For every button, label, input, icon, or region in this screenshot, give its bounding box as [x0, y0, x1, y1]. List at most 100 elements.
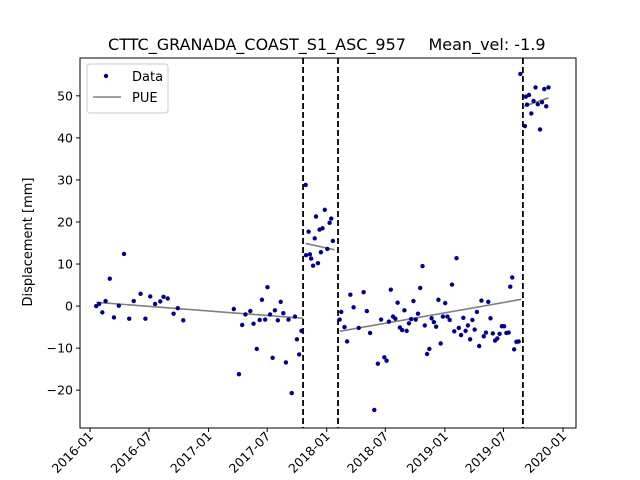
- y-tick-label: −20: [47, 383, 73, 398]
- data-point: [272, 308, 278, 313]
- data-point: [175, 305, 180, 311]
- data-point: [456, 325, 461, 331]
- data-point: [236, 371, 242, 377]
- data-point: [351, 305, 356, 310]
- data-point: [440, 314, 446, 319]
- data-point: [281, 311, 286, 316]
- data-point: [270, 355, 275, 360]
- data-point: [415, 311, 421, 316]
- x-axis: 2016-01 2016-07 2017-01 2017-07 2018-01 2018-…: [49, 428, 570, 477]
- data-point: [436, 297, 441, 302]
- data-point: [342, 324, 347, 330]
- data-point: [329, 216, 334, 221]
- data-point: [483, 330, 489, 335]
- data-point: [143, 316, 148, 321]
- data-point: [529, 111, 534, 116]
- y-tick-label: −10: [47, 341, 73, 356]
- data-point: [544, 104, 549, 109]
- x-tick-label: 2020-01: [522, 429, 570, 477]
- data-point: [413, 317, 418, 322]
- data-point: [158, 299, 163, 304]
- data-point: [433, 324, 439, 329]
- chart-mean-velocity: Mean_vel: -1.9: [428, 35, 545, 55]
- data-point: [535, 102, 540, 107]
- data-point: [372, 407, 377, 413]
- data-point: [497, 331, 502, 337]
- data-point: [306, 229, 311, 234]
- pue-segment-0: [96, 301, 304, 320]
- y-tick-label: 40: [57, 130, 73, 145]
- pue-segment-2: [339, 298, 522, 333]
- data-point: [348, 292, 353, 297]
- data-point: [472, 327, 477, 332]
- data-point: [259, 297, 265, 302]
- data-point: [322, 207, 327, 212]
- data-point: [511, 347, 517, 352]
- data-point: [307, 252, 313, 257]
- data-point: [275, 318, 281, 323]
- x-tick-label: 2019-07: [462, 429, 510, 477]
- data-point: [424, 351, 430, 357]
- x-tick-label: 2018-07: [344, 429, 392, 477]
- data-point: [299, 328, 304, 334]
- data-point: [361, 289, 366, 295]
- data-point: [388, 287, 394, 292]
- data-point: [454, 255, 459, 261]
- data-point: [375, 361, 381, 366]
- data-point: [121, 251, 127, 257]
- data-point: [303, 252, 309, 258]
- data-point: [470, 317, 475, 323]
- data-point: [461, 315, 466, 321]
- data-point: [409, 316, 414, 322]
- data-point: [479, 298, 484, 303]
- data-point: [327, 220, 332, 226]
- data-point: [308, 256, 314, 261]
- data-point: [411, 298, 416, 304]
- y-tick-label: 50: [57, 88, 73, 103]
- data-point: [458, 332, 464, 338]
- data-point: [364, 308, 370, 314]
- y-axis-label: Displacement [mm]: [21, 178, 36, 307]
- data-point: [248, 308, 253, 314]
- data-point: [257, 317, 262, 323]
- data-point: [427, 346, 432, 352]
- data-point: [404, 328, 409, 334]
- data-point: [508, 284, 513, 289]
- x-tick-label: 2017-07: [226, 429, 274, 477]
- y-tick-label: 20: [57, 214, 73, 229]
- data-point: [107, 276, 112, 281]
- data-point: [116, 303, 122, 308]
- data-point: [367, 330, 373, 336]
- data-point: [386, 319, 392, 324]
- data-point: [490, 331, 495, 336]
- data-point: [546, 85, 551, 90]
- data-point: [181, 318, 186, 323]
- data-point: [165, 296, 170, 301]
- data-point: [325, 246, 330, 252]
- data-point: [294, 337, 300, 342]
- legend-marker-data: [103, 73, 109, 79]
- data-point: [526, 92, 532, 98]
- data-point: [449, 282, 455, 287]
- data-point: [524, 102, 530, 107]
- data-point: [384, 358, 389, 363]
- data-point: [296, 352, 302, 357]
- data-point: [422, 323, 427, 328]
- data-point: [278, 299, 283, 305]
- data-point: [243, 312, 248, 317]
- data-point: [477, 343, 482, 349]
- data-point: [447, 317, 452, 323]
- data-point: [339, 309, 344, 315]
- plot-area: [93, 58, 551, 428]
- data-point: [267, 312, 273, 317]
- data-point: [378, 317, 384, 322]
- data-point: [395, 300, 400, 305]
- data-point: [127, 316, 132, 321]
- data-point: [254, 346, 259, 352]
- data-point: [443, 300, 448, 306]
- y-tick-label: 0: [65, 299, 73, 314]
- data-point: [418, 285, 423, 291]
- data-point: [539, 99, 545, 105]
- data-point: [103, 298, 108, 304]
- y-tick-label: 10: [57, 257, 73, 272]
